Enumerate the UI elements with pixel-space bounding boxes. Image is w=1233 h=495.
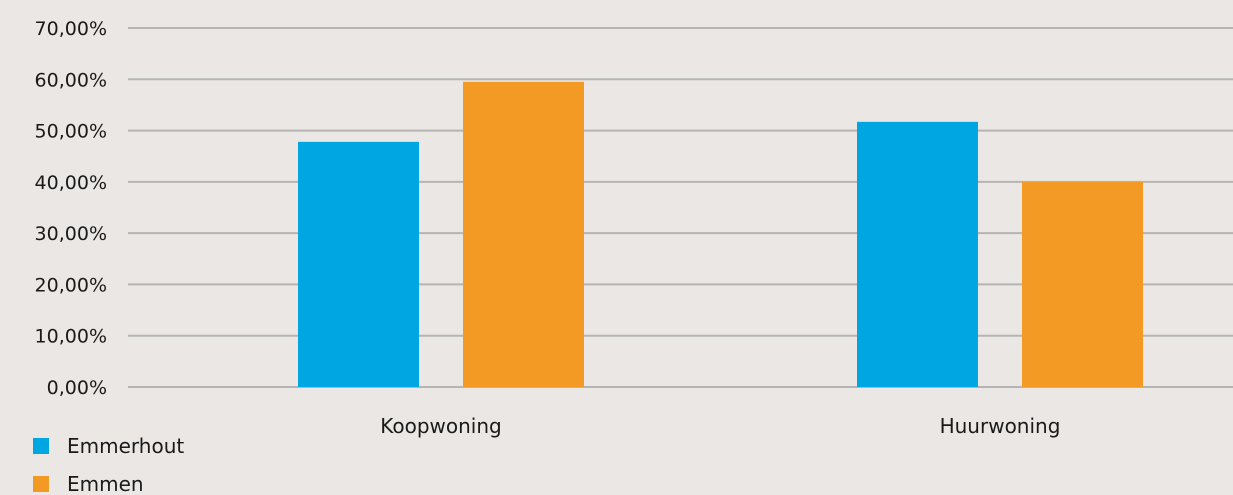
y-tick-label: 0,00% [47,377,107,399]
legend-swatch [33,438,49,454]
y-axis-tick-labels: 0,00% 10,00% 20,00% 30,00% 40,00% 50,00% 60,00… [35,18,107,399]
x-category-label: Koopwoning [380,414,501,438]
y-tick-label: 30,00% [35,223,107,245]
y-tick-label: 20,00% [35,274,107,296]
y-tick-label: 60,00% [35,69,107,91]
legend-label: Emmerhout [67,434,184,458]
y-tick-label: 10,00% [35,326,107,348]
bar-emmen-koopwoning [463,81,584,387]
y-tick-label: 50,00% [35,121,107,143]
y-tick-label: 70,00% [35,18,107,40]
bar-emmerhout-koopwoning [298,141,419,387]
x-category-label: Huurwoning [940,414,1061,438]
bar-emmen-huurwoning [1022,181,1143,387]
bar-emmerhout-huurwoning [857,121,978,388]
x-axis-category-labels: Koopwoning Huurwoning [380,414,1060,438]
legend-swatch [33,476,49,492]
bars [298,81,1143,388]
y-tick-label: 40,00% [35,172,107,194]
legend: Emmerhout Emmen [33,434,184,495]
legend-label: Emmen [67,472,144,495]
